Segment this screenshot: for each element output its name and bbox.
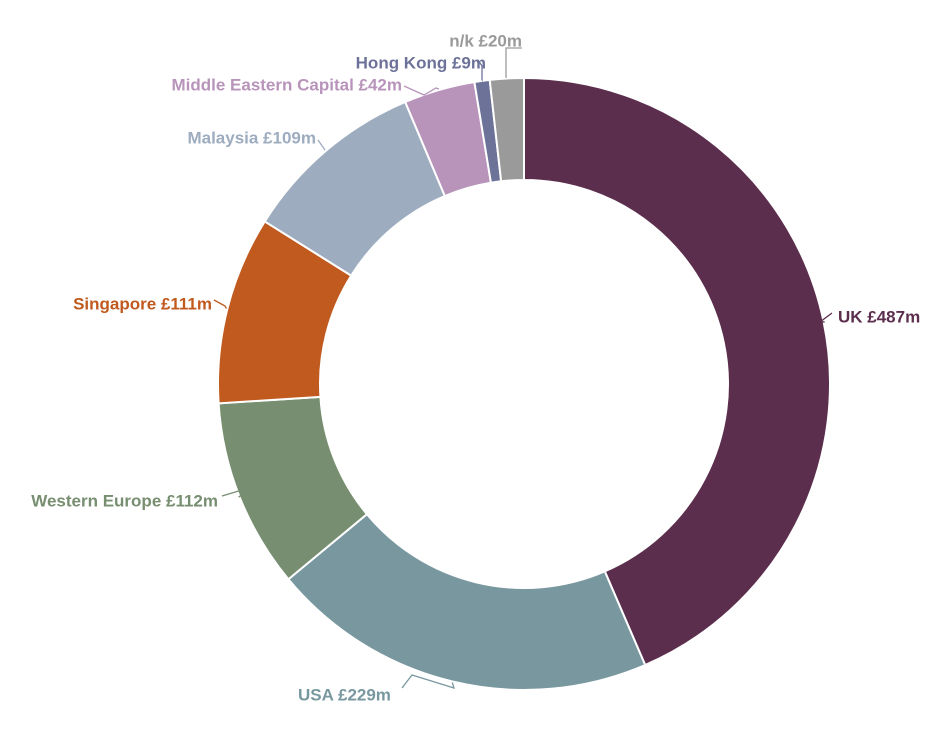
slice-n-k: [488, 76, 525, 183]
leader-western-europe: [221, 486, 253, 498]
leader-middle-eastern-capital: [403, 85, 440, 96]
label-western-europe: Western Europe £112m: [31, 491, 218, 510]
leader-hong-kong: [477, 59, 483, 82]
donut-slices: [217, 76, 831, 691]
slice-labels: UK £487m USA £229m Western Europe £112m Sin…: [31, 31, 920, 704]
label-hong-kong: Hong Kong £9m: [356, 53, 486, 72]
leader-uk: [818, 312, 833, 323]
leader-singapore: [213, 299, 227, 309]
slice-uk: [523, 76, 831, 667]
leader-usa: [401, 674, 455, 689]
leader-malaysia: [317, 139, 326, 151]
label-usa: USA £229m: [298, 685, 391, 704]
slice-usa: [286, 512, 647, 691]
label-malaysia: Malaysia £109m: [187, 128, 316, 147]
label-n-k: n/k £20m: [449, 31, 522, 50]
leader-n-k: [505, 47, 522, 79]
label-middle-eastern-capital: Middle Eastern Capital £42m: [171, 75, 402, 94]
label-uk: UK £487m: [838, 307, 920, 326]
label-singapore: Singapore £111m: [73, 294, 212, 313]
leader-lines: [213, 47, 833, 689]
